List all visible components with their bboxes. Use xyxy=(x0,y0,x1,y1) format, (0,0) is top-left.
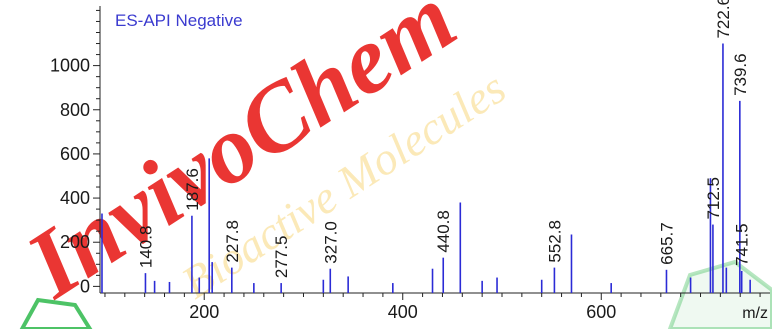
peak-label: 327.0 xyxy=(321,221,340,264)
peak-label: 722.6 xyxy=(714,0,733,39)
peak-label: 741.5 xyxy=(733,223,752,266)
peak-label: 665.7 xyxy=(657,222,676,265)
peak-label: 440.8 xyxy=(434,210,453,253)
watermark-hexagon-right-icon xyxy=(667,259,772,329)
y-tick-label: 400 xyxy=(60,188,90,208)
peak-label: 140.8 xyxy=(136,226,155,269)
watermark-hexagon-icon xyxy=(19,297,93,329)
y-tick-label: 1000 xyxy=(50,56,90,76)
plot-area: 02004006008001000200400600800m/z140.8187… xyxy=(50,0,770,322)
x-axis-label: m/z xyxy=(742,305,768,322)
y-tick-label: 600 xyxy=(60,144,90,164)
chart-title: ES-API Negative xyxy=(115,11,243,30)
peak-label: 739.6 xyxy=(731,53,750,96)
x-tick-label: 200 xyxy=(189,302,219,322)
y-tick-label: 200 xyxy=(60,232,90,252)
peak-label: 227.8 xyxy=(223,220,242,263)
peak-label: 187.6 xyxy=(183,168,202,211)
peak-label: 277.5 xyxy=(272,236,291,279)
x-tick-label: 600 xyxy=(586,302,616,322)
y-tick-label: 800 xyxy=(60,100,90,120)
x-tick-label: 400 xyxy=(388,302,418,322)
peak-label: 712.5 xyxy=(704,177,723,220)
y-tick-label: 0 xyxy=(80,276,90,296)
peak-label: 552.8 xyxy=(545,220,564,263)
